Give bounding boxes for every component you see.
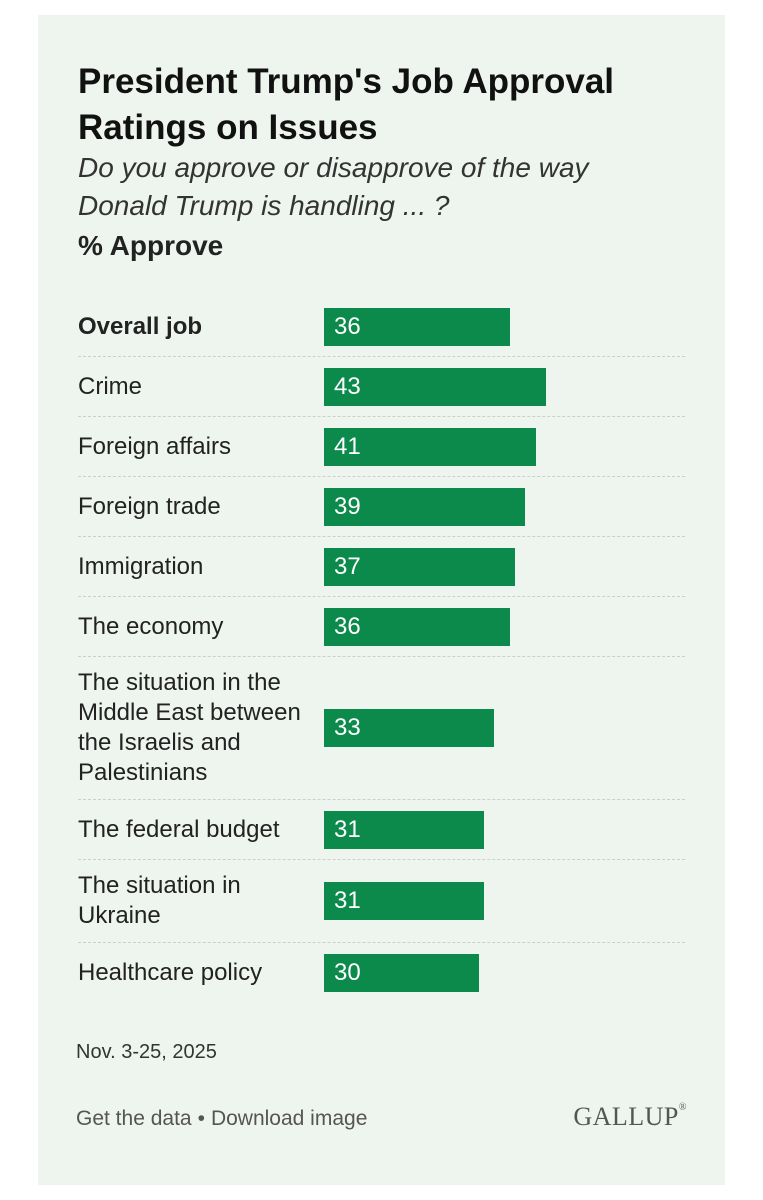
download-image-link[interactable]: Download image xyxy=(210,1107,368,1130)
chart-subtitle: Do you approve or disapprove of the way … xyxy=(78,152,589,221)
bar: 30 xyxy=(324,953,479,992)
link-separator: • xyxy=(197,1107,205,1130)
bar-value-label: 31 xyxy=(334,887,361,914)
category-label: Healthcare policy xyxy=(78,958,263,986)
bar-value-label: 39 xyxy=(334,492,361,520)
bar-row: Crime 43 xyxy=(78,357,685,417)
category-label: Overall job xyxy=(78,312,203,340)
bar: 43 xyxy=(324,367,546,406)
chart-card: President Trump's Job Approval Ratings o… xyxy=(38,15,725,1185)
category-label: Immigration xyxy=(78,552,204,580)
category-label: The federal budget xyxy=(78,815,280,843)
gallup-logo: GALLUP® xyxy=(573,1102,687,1132)
unit-label: % Approve xyxy=(78,230,224,261)
bar-value-label: 36 xyxy=(334,312,361,340)
get-data-link[interactable]: Get the data xyxy=(76,1107,192,1130)
gallup-logo-text: GALLUP xyxy=(573,1102,679,1131)
bar: 39 xyxy=(324,487,526,526)
bar-chart: Overall job 36 Crime 43 Foreign affairs 41 For… xyxy=(78,297,685,1002)
bar-value-label: 36 xyxy=(334,612,361,640)
bar-row: The situation in Ukraine 31 xyxy=(78,860,685,943)
bar-row: The situation in the Middle East between… xyxy=(78,657,685,800)
category-label: Foreign trade xyxy=(78,492,221,520)
bar: 31 xyxy=(324,882,484,920)
category-label: Crime xyxy=(78,372,142,400)
bar: 31 xyxy=(324,810,484,849)
chart-title: President Trump's Job Approval Ratings o… xyxy=(78,62,615,147)
survey-date: Nov. 3-25, 2025 xyxy=(76,1041,217,1063)
footer-links: Get the data • Download image xyxy=(76,1107,367,1131)
registered-mark: ® xyxy=(678,1102,687,1113)
category-label: The situation in Ukraine xyxy=(78,872,241,929)
bar: 36 xyxy=(324,607,510,646)
category-label: The situation in the Middle East between… xyxy=(78,669,301,786)
bar: 33 xyxy=(324,709,495,747)
bar-value-label: 37 xyxy=(334,552,361,580)
bar: 41 xyxy=(324,427,536,466)
bar-value-label: 33 xyxy=(334,714,361,741)
bar-row: Overall job 36 xyxy=(78,297,685,357)
bar: 37 xyxy=(324,547,515,586)
bar: 36 xyxy=(324,307,510,346)
bar-value-label: 30 xyxy=(334,958,361,986)
category-label: Foreign affairs xyxy=(78,432,231,460)
bar-row: Immigration 37 xyxy=(78,537,685,597)
bar-value-label: 43 xyxy=(334,372,361,400)
bar-row: Foreign affairs 41 xyxy=(78,417,685,477)
bar-row: Healthcare policy 30 xyxy=(78,943,685,1002)
bar-value-label: 41 xyxy=(334,432,361,460)
category-label: The economy xyxy=(78,612,224,640)
bar-row: Foreign trade 39 xyxy=(78,477,685,537)
bar-value-label: 31 xyxy=(334,815,361,843)
bar-row: The federal budget 31 xyxy=(78,800,685,860)
bar-row: The economy 36 xyxy=(78,597,685,657)
